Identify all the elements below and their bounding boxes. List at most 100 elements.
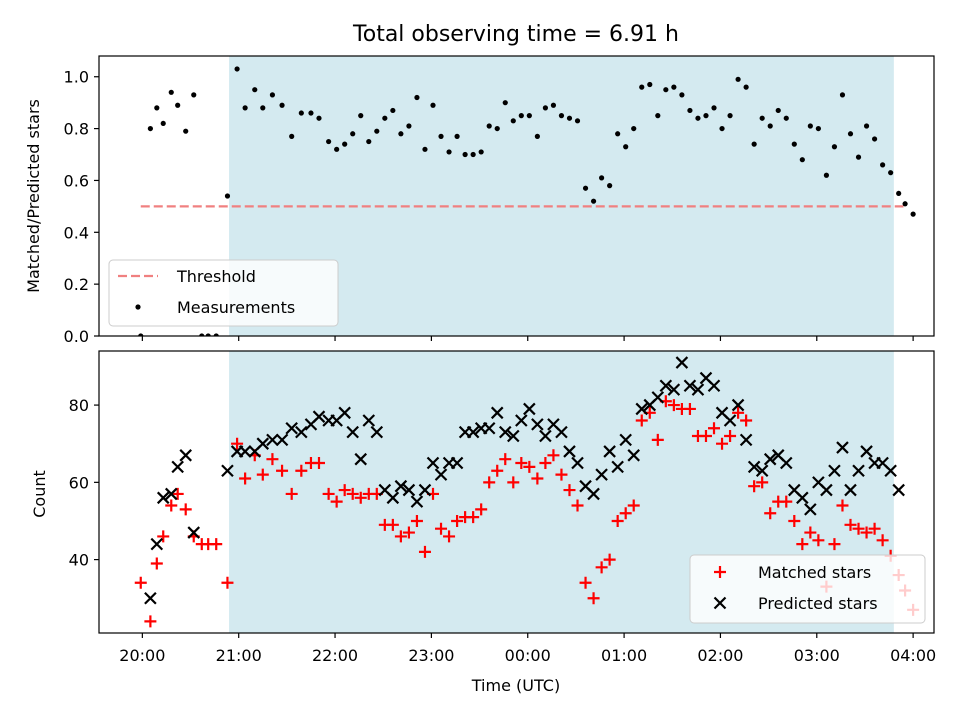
measurement-point <box>510 118 516 124</box>
measurement-point <box>888 170 894 176</box>
measurement-point <box>462 151 468 158</box>
matched-star-point <box>740 414 753 427</box>
matched-star-point <box>410 514 423 527</box>
matched-star-point <box>724 429 737 442</box>
matched-star-point <box>828 538 841 551</box>
measurement-point <box>534 133 540 139</box>
predicted-star-point <box>164 487 178 501</box>
measurement-point <box>783 115 789 121</box>
predicted-star-point <box>187 526 201 539</box>
predicted-star-point <box>844 483 857 497</box>
measurement-point <box>550 102 557 108</box>
matched-star-point <box>579 576 592 589</box>
matched-star-point <box>295 464 308 477</box>
measurement-point <box>154 105 160 111</box>
matched-star-point <box>796 538 809 551</box>
measurement-point <box>839 92 846 98</box>
predicted-star-point <box>466 425 480 439</box>
matched-star-point <box>683 402 696 415</box>
matched-star-point <box>285 487 298 500</box>
measurement-point <box>454 133 460 139</box>
predicted-star-point <box>498 425 512 439</box>
measurement-point <box>902 201 908 207</box>
matched-star-point <box>635 414 648 427</box>
measurement-point <box>326 138 332 145</box>
measurement-point <box>502 100 508 106</box>
bottom-axes-frame <box>98 350 935 634</box>
predicted-star-point <box>285 421 298 435</box>
matched-star-point <box>852 522 865 535</box>
matched-star-point <box>435 522 448 535</box>
measurement-point <box>623 144 629 150</box>
measurement-point <box>478 149 484 155</box>
top-y-tick-label: 0.8 <box>64 120 89 139</box>
top-y-tick-label: 0.6 <box>64 171 89 190</box>
predicted-star-point <box>156 491 170 505</box>
matched-star-point <box>780 495 793 508</box>
measurement-point <box>615 131 621 137</box>
measurement-point <box>639 84 645 90</box>
top-axes-frame <box>98 55 935 337</box>
matched-star-point <box>467 511 480 524</box>
legend-measurements-label: Measurements <box>177 298 295 317</box>
predicted-star-point <box>338 406 351 420</box>
matched-star-point <box>394 530 407 543</box>
predicted-star-point <box>362 414 376 427</box>
measurement-point <box>880 162 886 168</box>
matched-star-point <box>157 530 170 543</box>
predicted-star-point <box>256 437 270 450</box>
measurement-point <box>855 154 862 160</box>
legend-measurements-swatch <box>135 304 141 310</box>
bottom-legend: Matched stars Predicted stars <box>689 554 926 624</box>
predicted-star-point <box>779 456 793 470</box>
predicted-star-point <box>434 468 448 481</box>
matched-star-point <box>699 429 712 442</box>
matched-star-point <box>322 487 335 500</box>
predicted-star-point <box>755 464 769 478</box>
predicted-star-point <box>828 464 841 478</box>
measurement-point <box>687 107 693 114</box>
predicted-star-point <box>571 456 584 470</box>
predicted-star-point <box>627 449 640 462</box>
top-plot-content <box>138 66 916 336</box>
measurement-point <box>414 94 420 101</box>
measurement-point <box>260 105 266 111</box>
matched-star-point <box>732 406 745 419</box>
predicted-star-point <box>796 491 809 505</box>
top-y-tick-label: 0.4 <box>64 223 89 242</box>
matched-star-point <box>555 468 568 481</box>
measurement-point <box>147 125 153 132</box>
predicted-star-point <box>804 503 817 516</box>
predicted-star-point <box>482 421 496 435</box>
measurement-point <box>735 76 741 82</box>
measurement-point <box>138 333 144 336</box>
predicted-star-point <box>402 483 416 497</box>
measurement-point <box>406 123 412 129</box>
predicted-star-point <box>739 433 753 447</box>
measurement-point <box>703 113 709 119</box>
matched-star-point <box>179 503 192 516</box>
measurement-point <box>896 190 902 197</box>
predicted-star-point <box>238 445 252 458</box>
predicted-star-point <box>418 483 432 497</box>
measurement-point <box>168 89 174 95</box>
predicted-star-point <box>731 398 745 412</box>
x-tick-label: 23:00 <box>408 646 454 665</box>
matched-star-point <box>499 453 512 466</box>
measurement-point <box>374 128 380 134</box>
measurement-point <box>711 105 717 111</box>
predicted-star-point <box>707 379 721 393</box>
predicted-star-point <box>295 425 308 439</box>
measurement-point <box>871 136 878 142</box>
predicted-star-point <box>426 456 440 470</box>
predicted-star-point <box>836 441 849 454</box>
matched-star-point <box>346 487 359 500</box>
measurement-point <box>269 92 276 98</box>
predicted-star-point <box>275 433 289 447</box>
matched-star-point <box>876 534 889 547</box>
legend-matched-swatch <box>714 566 726 578</box>
legend-matched-label: Matched stars <box>758 563 871 582</box>
measurement-point <box>631 125 637 132</box>
bottom-plot-panel: 40 60 80 20:00 21:00 22:00 23:00 00:00 01:00 02:0… <box>69 350 936 665</box>
measurement-point <box>382 115 388 121</box>
